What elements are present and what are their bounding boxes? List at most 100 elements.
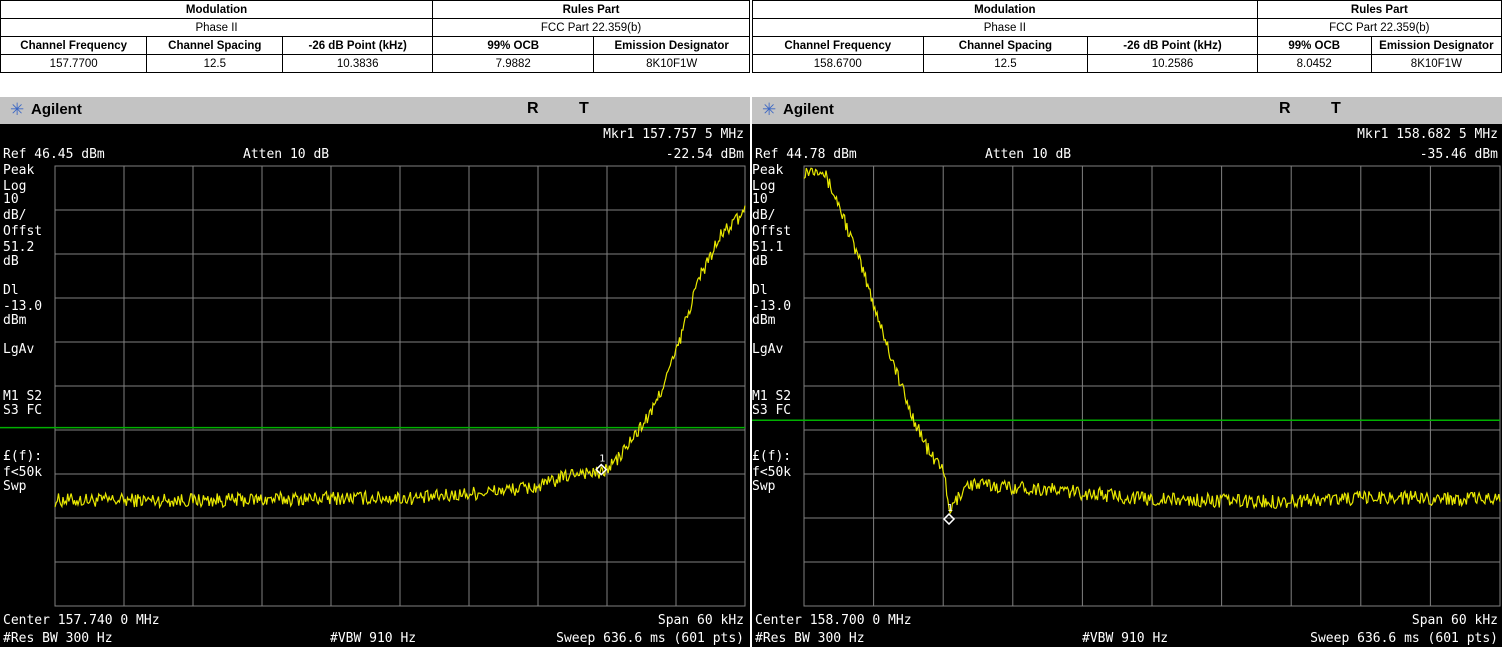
status-indicator: R T xyxy=(527,100,607,117)
modulation-header: Modulation xyxy=(752,0,1258,19)
col-header-channel-frequency: Channel Frequency xyxy=(752,36,924,55)
col-header-channel-spacing: Channel Spacing xyxy=(922,36,1089,55)
col-header-26db-point: -26 dB Point (kHz) xyxy=(1087,36,1258,55)
graticule xyxy=(803,165,1501,607)
agilent-logo-icon: ✳ xyxy=(762,100,777,119)
rules-value: FCC Part 22.359(b) xyxy=(1256,18,1503,37)
left-annotation-label: f<50k xyxy=(3,465,42,480)
graticule xyxy=(54,165,746,607)
left-annotation-label: Swp xyxy=(3,479,27,494)
status-indicator: R T xyxy=(1279,100,1359,117)
ref-level: Ref 46.45 dBm xyxy=(3,147,105,162)
marker-level: -35.46 dBm xyxy=(1420,147,1498,162)
cell-channel-frequency: 158.6700 xyxy=(752,54,924,73)
left-annotation-label: M1 S2 xyxy=(3,389,42,404)
rules-header: Rules Part xyxy=(432,0,750,19)
analyzer-title-bar: ✳ Agilent R T xyxy=(0,97,750,124)
left-annotation-label: dB xyxy=(3,254,19,269)
cell-channel-spacing: 12.5 xyxy=(146,54,284,73)
sweep-time: Sweep 636.6 ms (601 pts) xyxy=(556,631,744,646)
marker-readout: Mkr1 157.757 5 MHz xyxy=(603,127,744,142)
left-annotation-label: 51.2 xyxy=(3,240,34,255)
left-annotation-label: dB xyxy=(752,254,768,269)
ref-level: Ref 44.78 dBm xyxy=(755,147,857,162)
spectrum-plot: Mkr1 158.682 5 MHz Ref 44.78 dBm Atten 1… xyxy=(752,127,1501,646)
analyzer-screen: Mkr1 158.682 5 MHz Ref 44.78 dBm Atten 1… xyxy=(752,124,1502,647)
trace-line xyxy=(803,167,1501,515)
marker-diamond-icon xyxy=(942,512,956,526)
analyzer-panel-left: Modulation Rules Part Phase II FCC Part … xyxy=(0,0,751,647)
cell-channel-frequency: 157.7700 xyxy=(0,54,148,73)
cell-26db-point: 10.2586 xyxy=(1087,54,1258,73)
left-annotation-label: -13.0 xyxy=(3,299,42,314)
span: Span 60 kHz xyxy=(658,613,744,628)
col-header-channel-spacing: Channel Spacing xyxy=(146,36,284,55)
center-frequency: Center 158.700 0 MHz xyxy=(755,613,912,628)
cell-99-ocb: 8.0452 xyxy=(1256,54,1372,73)
left-annotation-label: £(f): xyxy=(752,449,791,464)
left-annotation-label: dBm xyxy=(3,313,27,328)
analyzer-title-bar: ✳ Agilent R T xyxy=(752,97,1502,124)
marker-diamond-icon xyxy=(595,463,608,476)
marker-number: 1 xyxy=(947,503,953,514)
marker-level: -22.54 dBm xyxy=(666,147,744,162)
col-header-99-ocb: 99% OCB xyxy=(1256,36,1372,55)
left-annotation-label: M1 S2 xyxy=(752,389,791,404)
span: Span 60 kHz xyxy=(1412,613,1498,628)
spectrum-plot: Mkr1 157.757 5 MHz Ref 46.45 dBm Atten 1… xyxy=(0,127,746,646)
brand-name: Agilent xyxy=(31,101,82,118)
left-annotation-label: 51.1 xyxy=(752,240,783,255)
left-annotation-label: dB/ xyxy=(752,208,775,223)
attenuation: Atten 10 dB xyxy=(985,147,1071,162)
left-annotation-label: f<50k xyxy=(752,465,791,480)
cell-26db-point: 10.3836 xyxy=(282,54,434,73)
analyzer-screen: Mkr1 157.757 5 MHz Ref 46.45 dBm Atten 1… xyxy=(0,124,750,647)
marker-readout: Mkr1 158.682 5 MHz xyxy=(1357,127,1498,142)
left-annotation-label: dB/ xyxy=(3,208,26,223)
marker-1: 1 xyxy=(942,503,956,526)
modulation-value: Phase II xyxy=(752,18,1258,37)
col-header-99-ocb: 99% OCB xyxy=(432,36,595,55)
left-annotation-label: Swp xyxy=(752,479,776,494)
left-annotation-label: Peak xyxy=(3,163,34,178)
marker-1: 1 xyxy=(595,454,608,476)
vbw: #VBW 910 Hz xyxy=(1082,631,1168,646)
info-table-right: Modulation Rules Part Phase II FCC Part … xyxy=(752,0,1503,73)
analyzer-panel-right: Modulation Rules Part Phase II FCC Part … xyxy=(752,0,1503,647)
modulation-header: Modulation xyxy=(0,0,434,19)
cell-99-ocb: 7.9882 xyxy=(432,54,595,73)
left-annotation-label: Offst xyxy=(3,224,42,239)
left-annotation-label: £(f): xyxy=(3,449,42,464)
res-bw: #Res BW 300 Hz xyxy=(755,631,865,646)
rules-header: Rules Part xyxy=(1256,0,1503,19)
rules-value: FCC Part 22.359(b) xyxy=(432,18,750,37)
modulation-value: Phase II xyxy=(0,18,434,37)
col-header-emission-designator: Emission Designator xyxy=(593,36,750,55)
left-annotation-label: Dl xyxy=(752,283,768,298)
agilent-logo-icon: ✳ xyxy=(10,100,25,119)
left-annotation-label: -13.0 xyxy=(752,299,791,314)
left-annotation-label: Log xyxy=(3,179,26,194)
cell-channel-spacing: 12.5 xyxy=(922,54,1089,73)
left-annotation-label: Peak xyxy=(752,163,783,178)
col-header-26db-point: -26 dB Point (kHz) xyxy=(282,36,434,55)
left-annotation-label: S3 FC xyxy=(752,403,791,418)
left-annotation-label: Dl xyxy=(3,283,19,298)
left-annotation-label: dBm xyxy=(752,313,776,328)
col-header-channel-frequency: Channel Frequency xyxy=(0,36,148,55)
left-annotation-label: S3 FC xyxy=(3,403,42,418)
cell-emission-designator: 8K10F1W xyxy=(593,54,750,73)
left-annotation-label: 10 xyxy=(752,192,768,207)
sweep-time: Sweep 636.6 ms (601 pts) xyxy=(1310,631,1498,646)
res-bw: #Res BW 300 Hz xyxy=(3,631,113,646)
brand-name: Agilent xyxy=(783,101,834,118)
cell-emission-designator: 8K10F1W xyxy=(1370,54,1503,73)
attenuation: Atten 10 dB xyxy=(243,147,329,162)
marker-number: 1 xyxy=(599,454,605,465)
center-frequency: Center 157.740 0 MHz xyxy=(3,613,160,628)
info-table-left: Modulation Rules Part Phase II FCC Part … xyxy=(0,0,750,73)
left-annotation-label: Offst xyxy=(752,224,791,239)
trace-line xyxy=(54,205,746,510)
